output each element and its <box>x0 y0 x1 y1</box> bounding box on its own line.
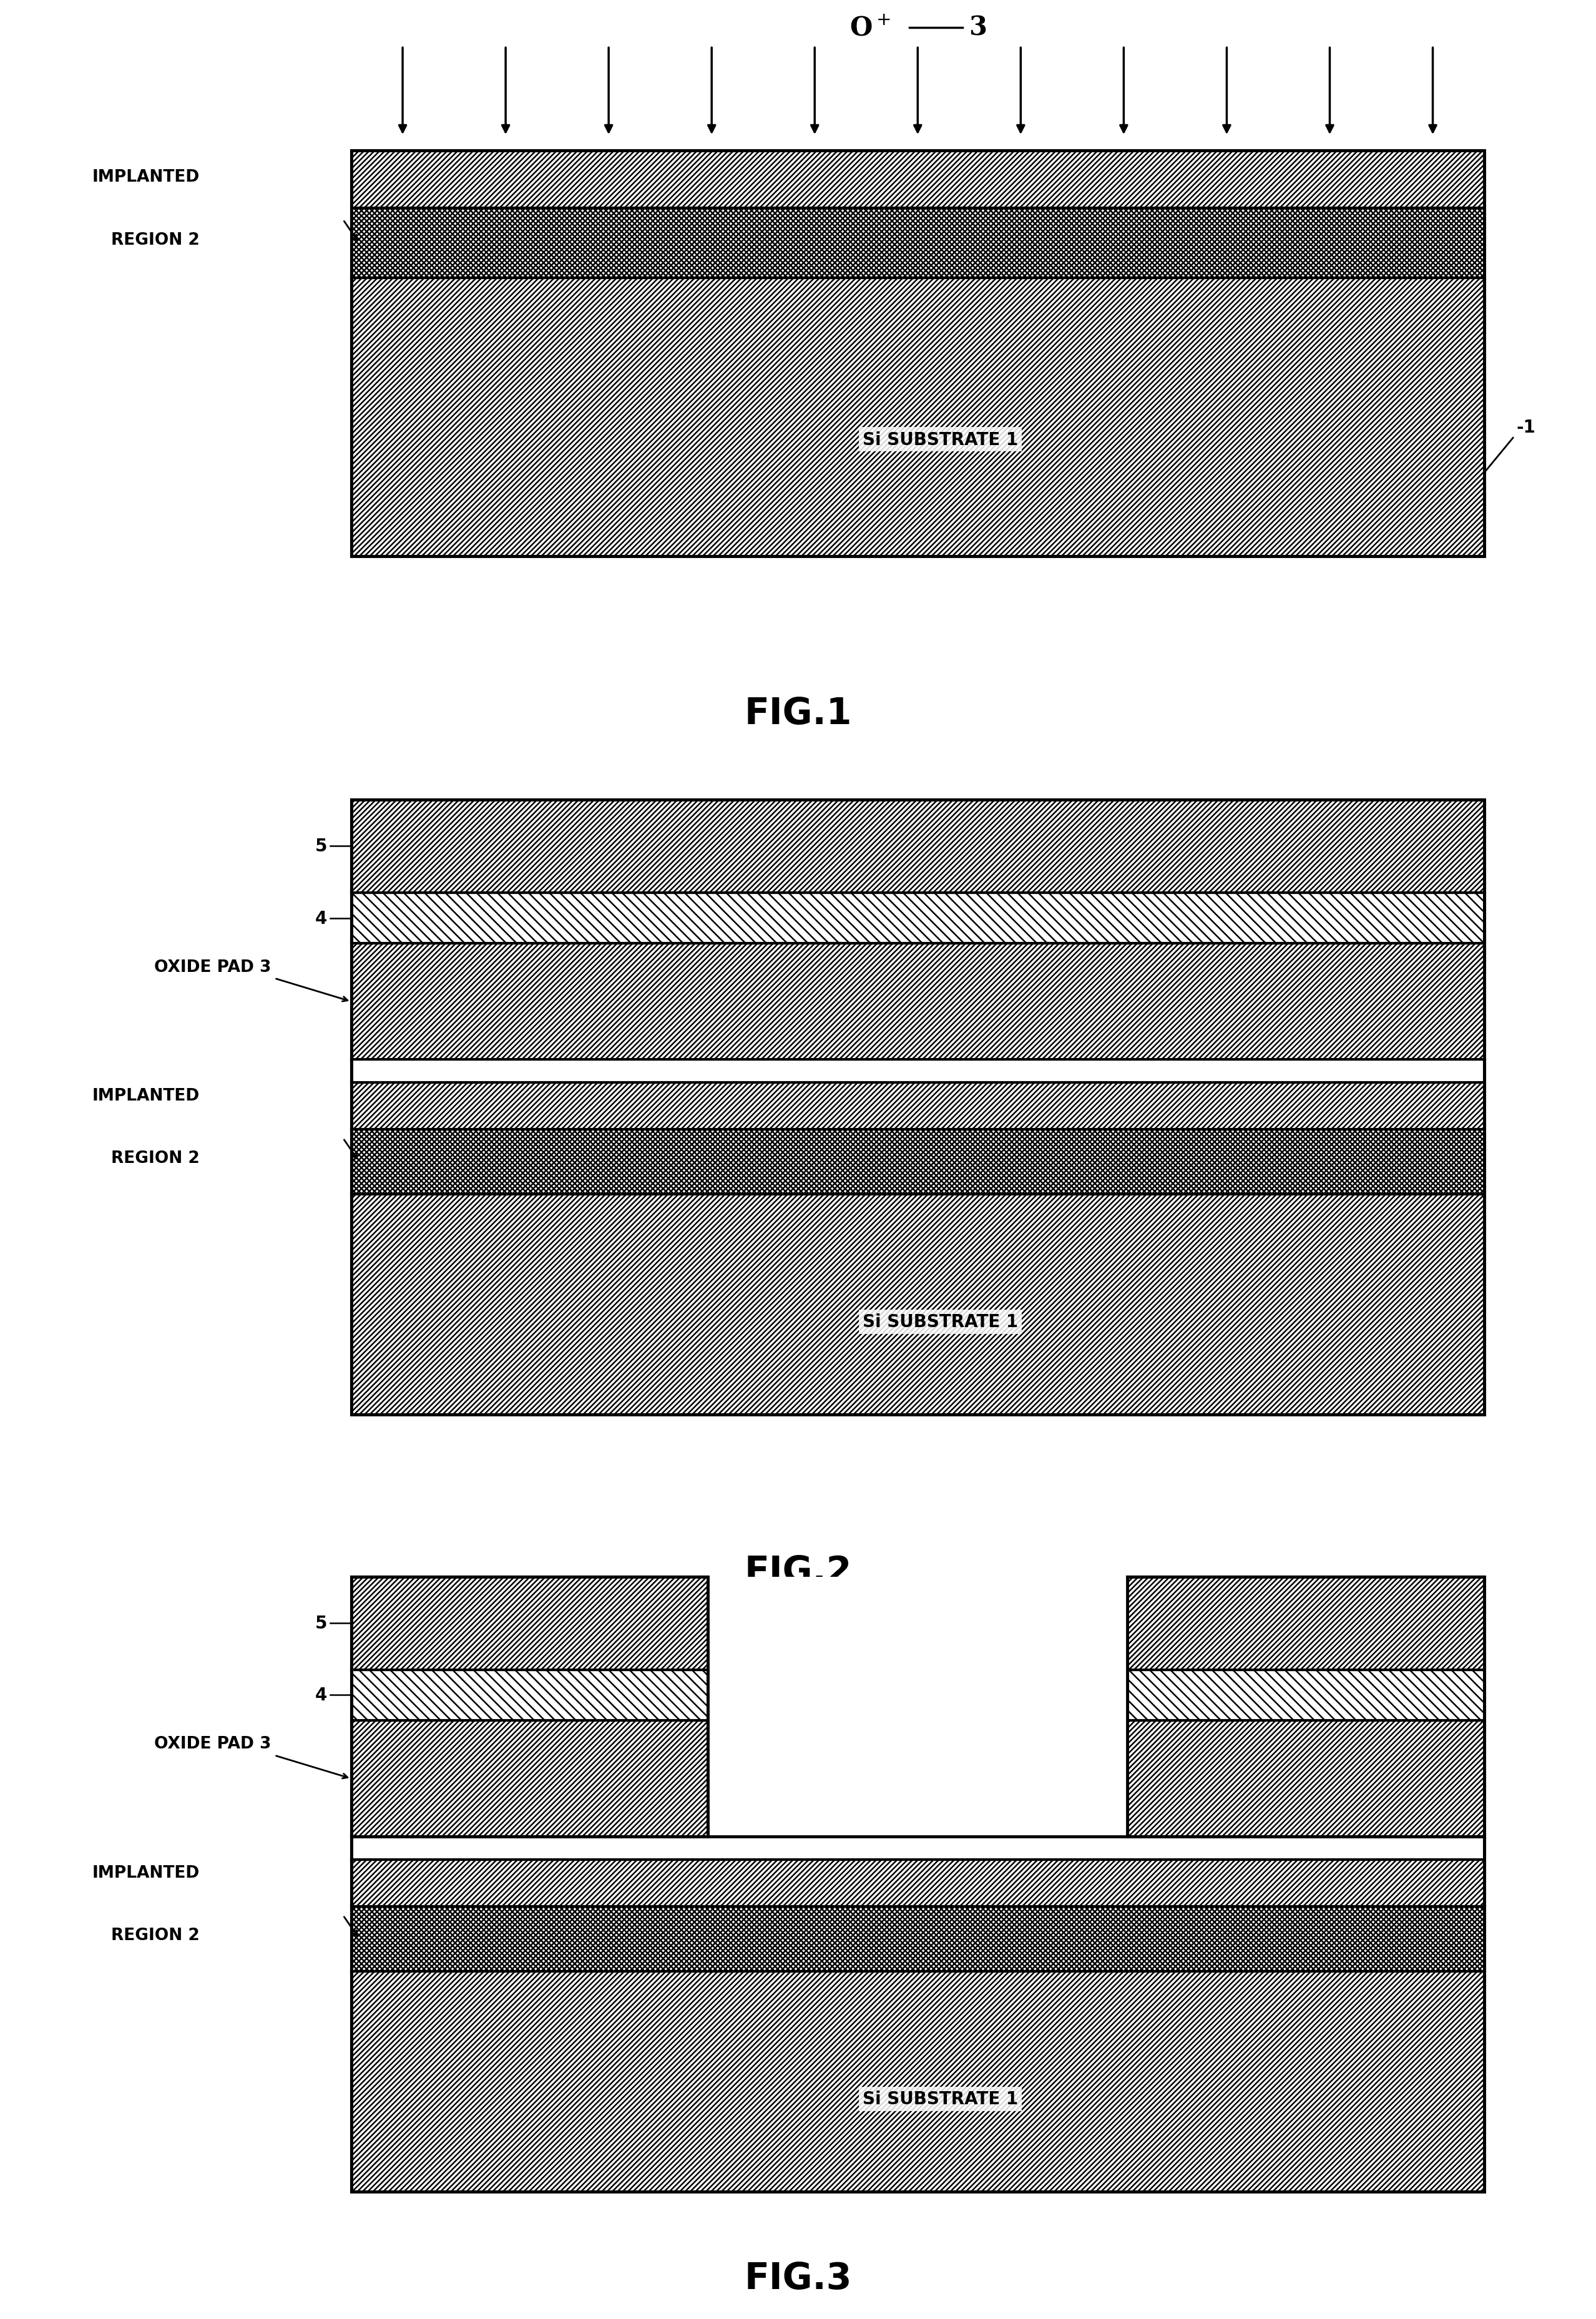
Text: FIG.3: FIG.3 <box>744 2261 852 2296</box>
Bar <box>1127 1577 1484 1670</box>
Bar <box>351 800 1484 893</box>
Text: FIG.2: FIG.2 <box>744 1554 852 1589</box>
Text: REGION 2: REGION 2 <box>112 1927 200 1943</box>
Text: 4: 4 <box>314 909 327 928</box>
Text: 5: 5 <box>314 1614 327 1633</box>
Bar <box>351 1837 1484 2191</box>
Text: FIG.1: FIG.1 <box>744 696 852 730</box>
Bar <box>351 1721 709 1837</box>
Bar <box>351 1906 1484 1971</box>
Bar <box>351 1060 1484 1083</box>
Bar <box>351 1577 709 1837</box>
Bar <box>351 278 1484 557</box>
Bar <box>351 209 1484 278</box>
Text: O$^+$: O$^+$ <box>849 14 891 42</box>
Bar <box>351 893 1484 944</box>
Text: REGION 2: REGION 2 <box>112 1150 200 1166</box>
Bar <box>709 1577 1127 1837</box>
Bar <box>351 1837 1484 1860</box>
Bar <box>1127 1721 1484 1837</box>
Bar <box>1127 1670 1484 1721</box>
Text: IMPLANTED: IMPLANTED <box>93 1864 200 1881</box>
Text: IMPLANTED: IMPLANTED <box>93 169 200 186</box>
Text: OXIDE PAD 3: OXIDE PAD 3 <box>155 1737 271 1751</box>
Bar <box>351 1083 1484 1129</box>
Bar <box>351 1129 1484 1194</box>
Bar <box>351 151 1484 209</box>
Text: 4: 4 <box>314 1686 327 1704</box>
Bar <box>1127 1577 1484 1837</box>
Bar <box>351 800 1484 1415</box>
Text: OXIDE PAD 3: OXIDE PAD 3 <box>155 960 271 974</box>
Text: 5: 5 <box>314 837 327 856</box>
Text: IMPLANTED: IMPLANTED <box>93 1088 200 1104</box>
Text: -1: -1 <box>1516 417 1535 436</box>
Bar <box>351 1194 1484 1415</box>
Text: Si SUBSTRATE 1: Si SUBSTRATE 1 <box>862 2089 1018 2108</box>
Bar <box>351 1670 709 1721</box>
Text: REGION 2: REGION 2 <box>112 232 200 248</box>
Bar <box>351 151 1484 557</box>
Text: Si SUBSTRATE 1: Si SUBSTRATE 1 <box>862 431 1018 448</box>
Bar <box>351 944 1484 1060</box>
Bar <box>351 1971 1484 2191</box>
Text: 3: 3 <box>969 14 986 42</box>
Bar <box>351 1860 1484 1906</box>
Text: Si SUBSTRATE 1: Si SUBSTRATE 1 <box>862 1313 1018 1331</box>
Bar <box>351 1577 709 1670</box>
